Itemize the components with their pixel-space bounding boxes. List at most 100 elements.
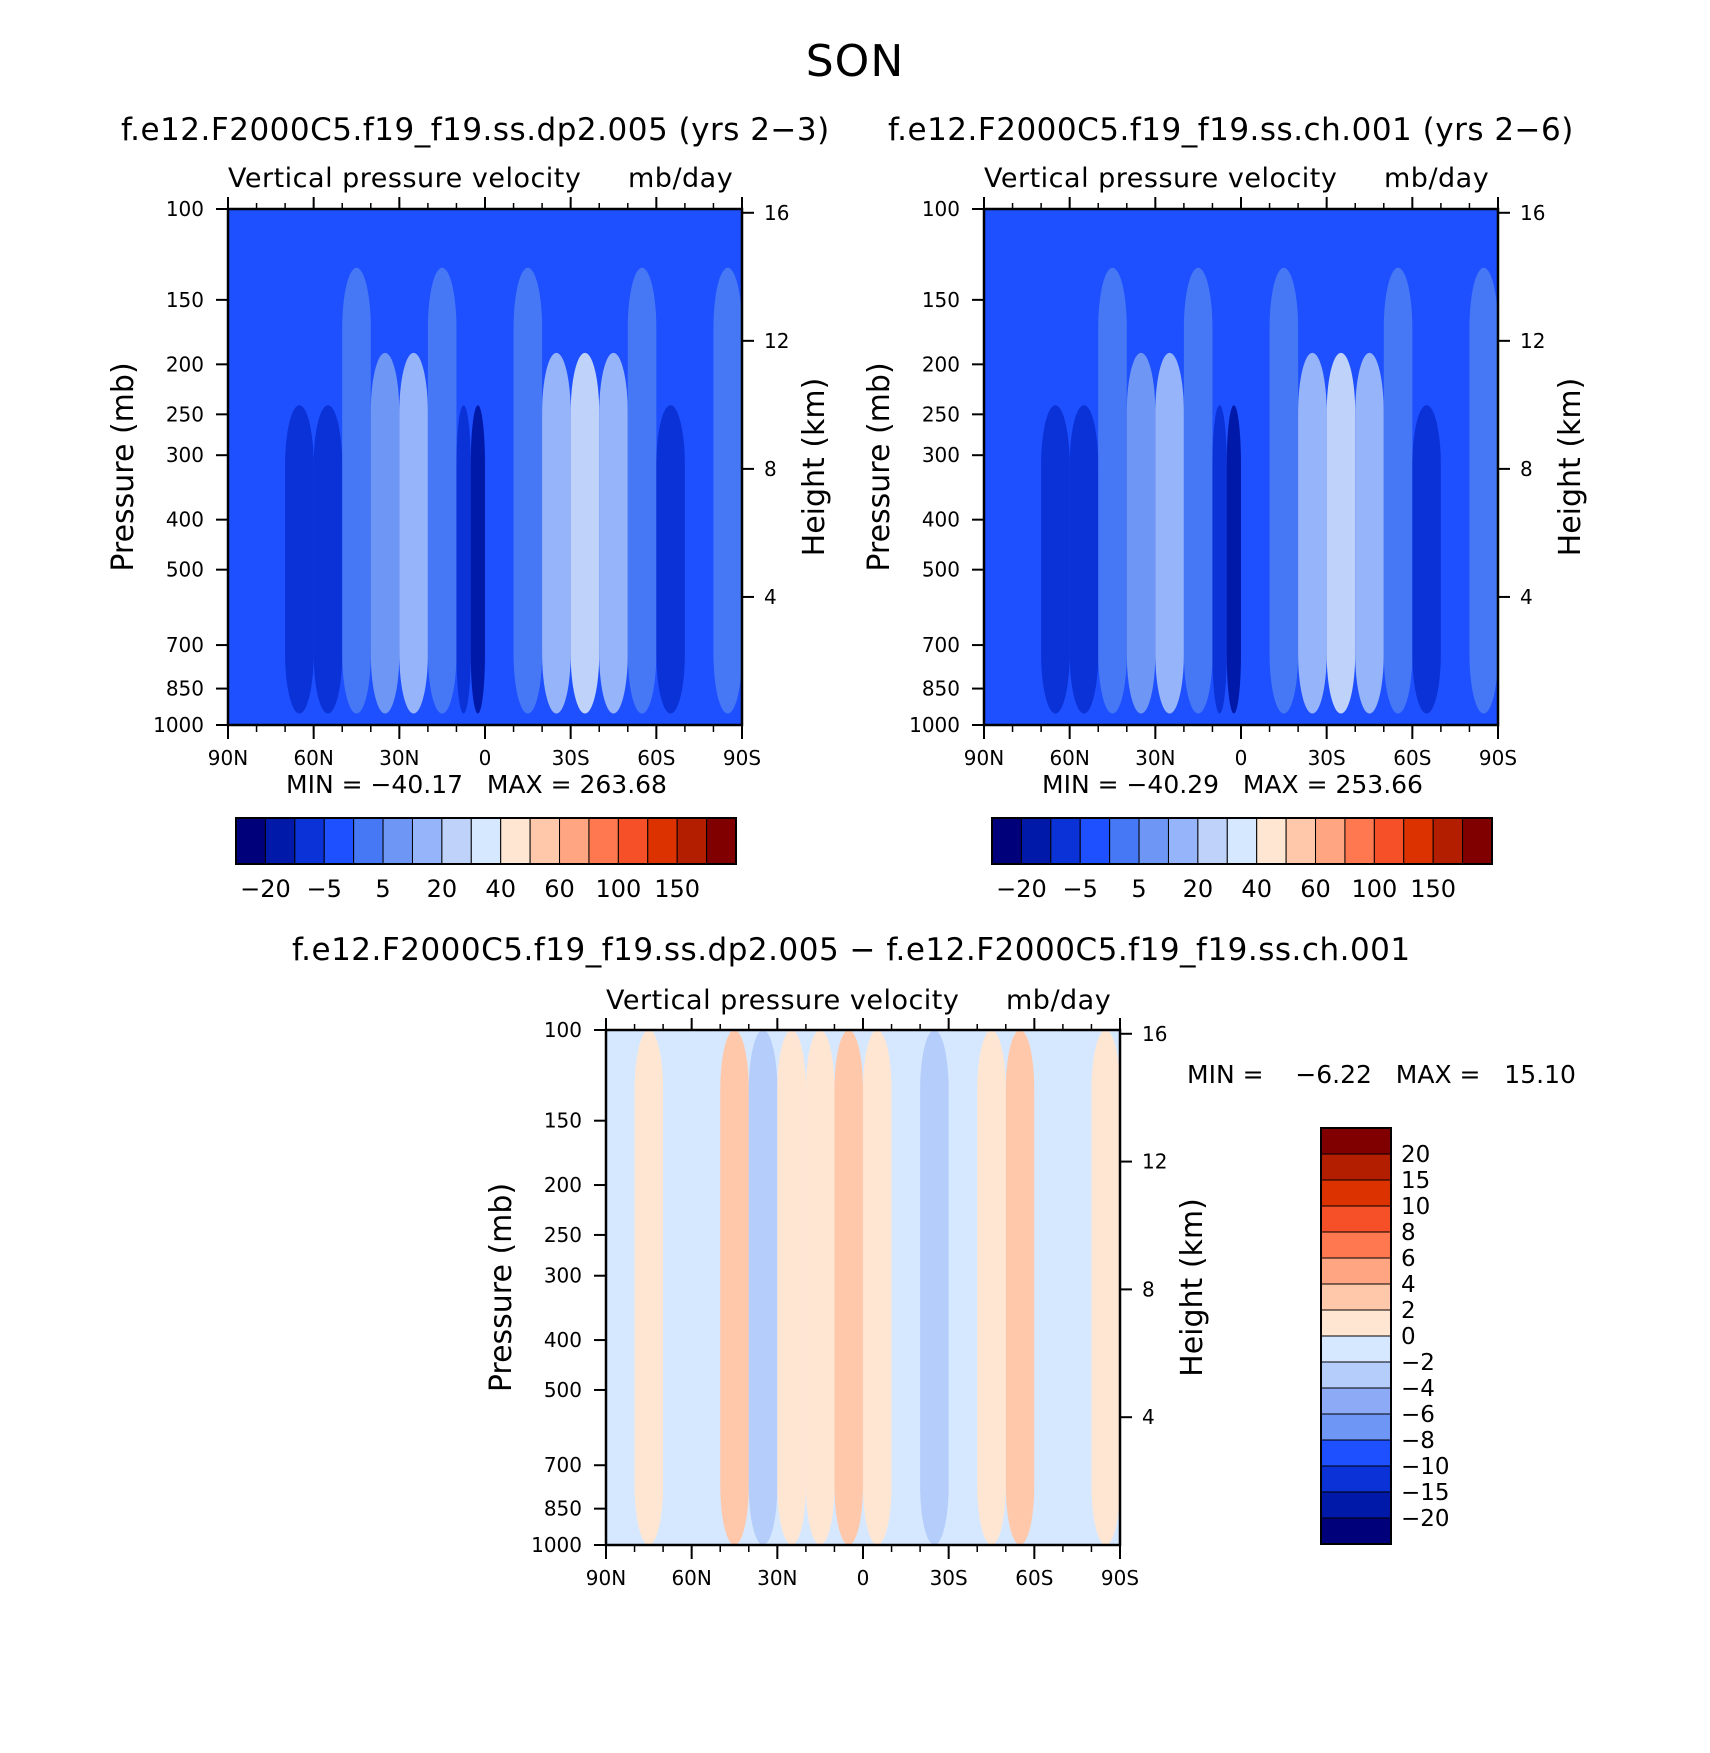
contour-band (1212, 405, 1227, 714)
contour-band (1041, 405, 1070, 714)
panel3-units: mb/day (1006, 985, 1112, 1016)
colorbar-swatch (235, 817, 266, 865)
colorbar-swatch (382, 817, 413, 865)
x-tick-label: 60S (1015, 1566, 1053, 1590)
y-tick-label: 1000 (909, 713, 960, 737)
colorbar-label: 4 (1401, 1272, 1416, 1298)
colorbar-label: 6 (1401, 1246, 1416, 1272)
y-tick-label: 700 (166, 633, 204, 657)
panel1-minmax: MIN = −40.17 MAX = 263.68 (286, 770, 667, 799)
colorbar-swatch (1403, 817, 1434, 865)
y-tick-label: 150 (544, 1109, 582, 1133)
colorbar-swatch (1320, 1361, 1392, 1389)
contour-band (470, 405, 485, 714)
colorbar-swatch (1079, 817, 1111, 865)
contour-band (342, 267, 371, 714)
colorbar-label: 100 (1351, 875, 1397, 903)
y-tick-label: 200 (166, 352, 204, 376)
colorbar-swatch (294, 817, 325, 865)
contour-band (948, 1030, 978, 1545)
x-tick-label: 60S (1393, 746, 1431, 770)
contour-band (1355, 352, 1384, 714)
contour-band (313, 405, 343, 714)
contour-band (427, 267, 457, 714)
colorbar-label: −5 (1063, 875, 1098, 903)
contour-band (599, 352, 628, 714)
colorbar-swatch (1050, 817, 1081, 865)
y-tick-label: 250 (166, 402, 204, 426)
colorbar-swatch (706, 817, 737, 865)
x-tick-label: 60N (671, 1566, 711, 1590)
colorbar-label: 20 (427, 875, 458, 903)
contour-band (1069, 405, 1099, 714)
y-tick-label: 400 (166, 508, 204, 532)
contour-band (370, 352, 400, 714)
x-tick-label: 90S (1479, 746, 1517, 770)
colorbar-swatch (500, 817, 531, 865)
y-tick-label: 150 (922, 288, 960, 312)
y-tick-label: 300 (922, 443, 960, 467)
colorbar-label: −20 (996, 875, 1047, 903)
y-tick-label: 250 (544, 1223, 582, 1247)
panel1-units: mb/day (628, 163, 734, 194)
colorbar-swatch (1197, 817, 1228, 865)
x-tick-label: 90N (964, 746, 1004, 770)
contour-band (1062, 1030, 1092, 1545)
x-tick-label: 90N (586, 1566, 626, 1590)
panel2-minmax: MIN = −40.29 MAX = 253.66 (1042, 770, 1423, 799)
plot-field-3: 100 150 200 250 300 400 500 700 850 1000 16 12 8 4 90N… (484, 1018, 1210, 1590)
colorbar-label: 0 (1401, 1324, 1416, 1350)
contour-band (1126, 352, 1156, 714)
y-tick-label: 100 (922, 197, 960, 221)
colorbar-swatch (1320, 1491, 1392, 1519)
y-tick-label: 850 (166, 677, 204, 701)
colorbar-label: 40 (485, 875, 516, 903)
y2-tick-label: 12 (1142, 1150, 1167, 1174)
contour-band (748, 1030, 778, 1545)
y-tick-label: 850 (922, 677, 960, 701)
colorbar-swatch (1320, 1387, 1392, 1415)
contour-band (1383, 267, 1413, 714)
colorbar-label: −15 (1401, 1480, 1450, 1506)
colorbar-swatch (1320, 1439, 1392, 1467)
colorbar-swatch (1256, 817, 1287, 865)
colorbar-swatch (1285, 817, 1317, 865)
x-tick-label: 30N (757, 1566, 797, 1590)
colorbar-label: 20 (1401, 1142, 1430, 1168)
x-tick-label: 30S (1308, 746, 1346, 770)
colorbar-frame (1320, 1127, 1392, 1545)
colorbar-swatch (353, 817, 384, 865)
x-tick-label: 0 (479, 746, 492, 770)
colorbar-swatch (1320, 1465, 1392, 1493)
colorbar-label: 2 (1401, 1298, 1416, 1324)
colorbar-swatch (1320, 1413, 1392, 1441)
colorbar-label: −2 (1401, 1350, 1435, 1376)
colorbar-label: 60 (544, 875, 575, 903)
colorbar-swatch (470, 817, 502, 865)
colorbar-label: −6 (1401, 1402, 1435, 1428)
panel1-var-title: Vertical pressure velocity (228, 163, 582, 194)
contour-band (891, 1030, 921, 1545)
y2-axis-label: Height (km) (1553, 378, 1588, 557)
contour-band (228, 267, 257, 714)
colorbar-label: −20 (1401, 1506, 1450, 1532)
contour-band (513, 267, 543, 714)
panel2-var-title: Vertical pressure velocity (984, 163, 1338, 194)
colorbar-label: 10 (1401, 1194, 1430, 1220)
contour-band (1012, 267, 1042, 714)
colorbar-label: 40 (1241, 875, 1272, 903)
colorbar-label: 20 (1183, 875, 1214, 903)
colorbar-swatch (1320, 1205, 1392, 1233)
contour-band (684, 267, 714, 714)
plot-field-2: 100 150 200 250 300 400 500 700 850 1000 16 12 8 4 90N… (862, 197, 1588, 770)
x-tick-label: 90S (1101, 1566, 1139, 1590)
colorbar-swatch (559, 817, 590, 865)
contour-band (1412, 405, 1441, 714)
x-tick-label: 30N (1135, 746, 1175, 770)
contour-band (1155, 352, 1184, 714)
colorbar-swatch (1315, 817, 1346, 865)
y2-tick-label: 4 (1520, 585, 1533, 609)
colorbar-swatch (1320, 1517, 1392, 1545)
colorbar-swatch (1344, 817, 1375, 865)
